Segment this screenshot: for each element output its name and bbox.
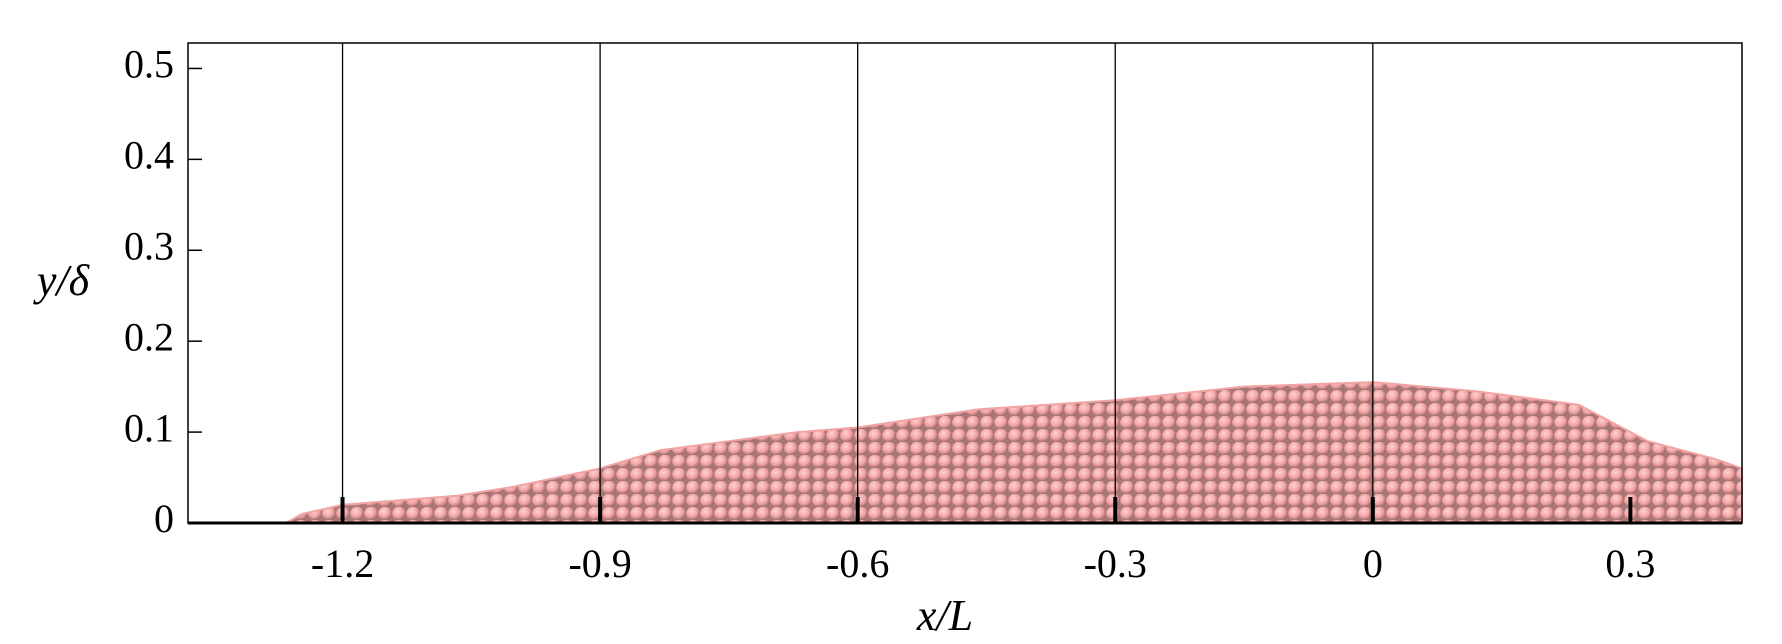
- x-tick-label: -0.6: [826, 541, 889, 586]
- x-tick-label: -1.2: [311, 541, 374, 586]
- x-axis-label: x/L: [916, 591, 973, 640]
- x-tick-label: 0: [1363, 541, 1383, 586]
- particle-bed: [282, 381, 1743, 524]
- x-tick-label: -0.3: [1084, 541, 1147, 586]
- y-tick-label: 0.2: [124, 314, 174, 359]
- x-tick-label: -0.9: [568, 541, 631, 586]
- y-tick-label: 0.1: [124, 405, 174, 450]
- x-tick-label: 0.3: [1605, 541, 1655, 586]
- y-axis-label: y/δ: [33, 256, 91, 305]
- y-tick-label: 0.4: [124, 133, 174, 178]
- y-tick-label: 0.5: [124, 42, 174, 87]
- y-tick-label: 0.3: [124, 223, 174, 268]
- y-tick-label: 0: [154, 496, 174, 541]
